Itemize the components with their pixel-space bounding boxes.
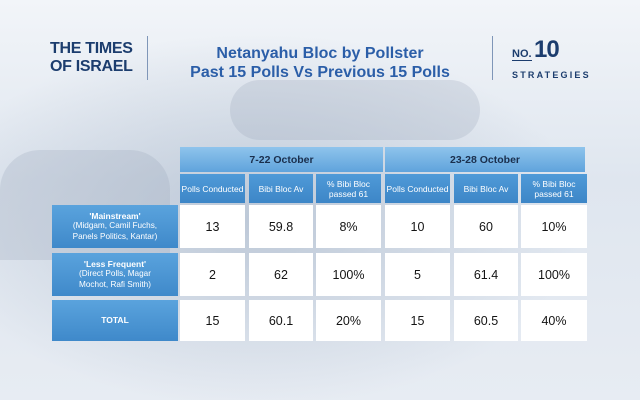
times-of-israel-logo[interactable]: THE TIMES OF ISRAEL (50, 40, 142, 76)
title-line-1: Netanyahu Bloc by Pollster (216, 45, 424, 62)
data-cell-value: 15 (410, 313, 425, 328)
data-cell: 100% (316, 253, 381, 296)
row-header-title: 'Less Frequent' (83, 258, 147, 269)
column-header-label: Bibi Bloc Av (258, 183, 304, 194)
data-cell-value: 2 (209, 267, 216, 282)
column-header: Bibi Bloc Av (454, 174, 518, 203)
data-cell: 8% (316, 205, 381, 248)
column-header-label: % Bibi Bloc passed 61 (327, 178, 370, 199)
column-header-label: Bibi Bloc Av (463, 183, 509, 194)
column-header-label: % Bibi Bloc passed 61 (532, 178, 576, 199)
data-cell: 13 (180, 205, 245, 248)
row-header-detail: (Direct Polls, Magar (79, 269, 151, 279)
data-cell: 10% (521, 205, 587, 248)
title-line-2: Past 15 Polls Vs Previous 15 Polls (190, 64, 450, 81)
data-cell: 15 (180, 300, 245, 341)
data-cell: 100% (521, 253, 587, 296)
data-cell-value: 60 (479, 219, 493, 234)
column-header: Polls Conducted (385, 174, 450, 203)
column-header-label: Polls Conducted (386, 183, 449, 194)
row-header-detail: Mochot, Rafi Smith) (79, 279, 151, 289)
group-header-label: 7-22 October (249, 153, 314, 166)
data-cell: 61.4 (454, 253, 518, 296)
data-cell-value: 59.8 (268, 219, 294, 234)
brand-no: NO. (512, 48, 532, 61)
data-cell-value: 13 (205, 219, 220, 234)
column-header: % Bibi Bloc passed 61 (521, 174, 587, 203)
brand-sub: STRATEGIES (512, 70, 591, 80)
data-cell: 60 (454, 205, 518, 248)
column-header-label: Polls Conducted (181, 183, 244, 194)
header: THE TIMES OF ISRAEL Netanyahu Bloc by Po… (0, 0, 640, 120)
data-cell: 59.8 (249, 205, 313, 248)
data-cell-value: 100% (538, 267, 570, 282)
data-cell: 62 (249, 253, 313, 296)
data-cell: 15 (385, 300, 450, 341)
data-cell-value: 8% (339, 219, 358, 234)
data-cell-value: 10% (541, 219, 567, 234)
data-cell-value: 60.1 (268, 313, 294, 328)
data-cell: 2 (180, 253, 245, 296)
column-header: % Bibi Bloc passed 61 (316, 174, 381, 203)
data-cell: 20% (316, 300, 381, 341)
row-header-title: TOTAL (101, 315, 129, 326)
data-cell-value: 100% (332, 267, 365, 282)
row-header: 'Less Frequent' (Direct Polls, Magar Mocho… (52, 253, 178, 296)
row-header: 'Mainstream' (Midgam, Camil Fuchs, Panels … (52, 205, 178, 248)
data-cell: 60.1 (249, 300, 313, 341)
data-cell-value: 10 (410, 219, 425, 234)
column-header: Polls Conducted (180, 174, 245, 203)
data-cell: 40% (521, 300, 587, 341)
row-header-detail: (Midgam, Camil Fuchs, (72, 221, 158, 231)
divider-right (492, 36, 493, 80)
brand-number: 10 (534, 36, 560, 63)
data-cell-value: 15 (205, 313, 220, 328)
data-cell-value: 60.5 (473, 313, 499, 328)
logo-line-1: THE TIMES (50, 40, 133, 57)
logo-line-2: OF ISRAEL (50, 58, 133, 75)
data-cell-value: 5 (414, 267, 421, 282)
data-cell-value: 61.4 (473, 267, 499, 282)
divider-left (147, 36, 148, 80)
column-header: Bibi Bloc Av (249, 174, 313, 203)
data-cell-value: 20% (335, 313, 362, 328)
chart-title: Netanyahu Bloc by Pollster Past 15 Polls… (175, 44, 465, 82)
group-header: 7-22 October (180, 147, 383, 172)
data-cell: 60.5 (454, 300, 518, 341)
data-cell-value: 40% (541, 313, 567, 328)
group-header-label: 23-28 October (449, 153, 521, 166)
group-header: 23-28 October (385, 147, 585, 172)
data-cell: 5 (385, 253, 450, 296)
data-cell: 10 (385, 205, 450, 248)
row-header-title: 'Mainstream' (89, 210, 141, 221)
row-header: TOTAL (52, 300, 178, 341)
data-cell-value: 62 (274, 267, 288, 282)
row-header-detail: Panels Politics, Kantar) (72, 231, 158, 241)
